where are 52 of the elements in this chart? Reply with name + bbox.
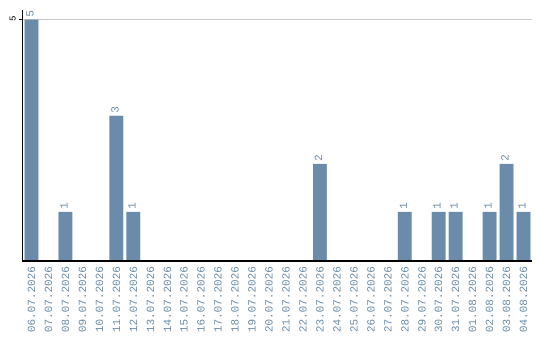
x-tick-label: 01.08.2026 — [468, 266, 480, 332]
x-tick-label: 30.07.2026 — [434, 266, 446, 332]
x-tick-label: 15.07.2026 — [180, 266, 192, 332]
x-tick-label: 02.08.2026 — [485, 266, 498, 332]
x-tick-label: 19.07.2026 — [248, 266, 260, 332]
data-label: 2 — [500, 154, 513, 161]
x-tick-label: 13.07.2026 — [146, 266, 158, 332]
x-tick-label: 26.07.2026 — [366, 266, 378, 332]
data-label: 2 — [314, 154, 326, 161]
data-label: 1 — [59, 202, 72, 209]
x-tick-label: 14.07.2026 — [162, 266, 175, 332]
x-tick-label: 03.08.2026 — [502, 266, 514, 332]
x-tick-label: 18.07.2026 — [230, 266, 243, 332]
data-label: 1 — [450, 202, 462, 209]
data-label: 1 — [398, 202, 411, 209]
bar — [482, 212, 497, 260]
x-tick-label: 07.07.2026 — [44, 266, 56, 332]
data-label: 1 — [518, 202, 530, 209]
x-tick-label: 25.07.2026 — [349, 266, 362, 332]
x-tick-label: 10.07.2026 — [94, 266, 107, 332]
data-label: 1 — [432, 202, 445, 209]
data-label: 1 — [127, 202, 140, 209]
x-tick-label: 27.07.2026 — [383, 266, 396, 332]
bar — [516, 212, 530, 260]
bar — [312, 164, 327, 260]
x-tick-label: 12.07.2026 — [128, 266, 141, 332]
x-tick-label: 22.07.2026 — [298, 266, 311, 332]
x-tick-label: 21.07.2026 — [282, 266, 294, 332]
bar — [58, 212, 72, 260]
x-tick-label: 28.07.2026 — [400, 266, 412, 332]
bar — [24, 20, 38, 260]
x-tick-label: 16.07.2026 — [196, 266, 209, 332]
x-tick-label: 17.07.2026 — [214, 266, 226, 332]
bar — [448, 212, 463, 260]
x-tick-label: 04.08.2026 — [519, 266, 532, 332]
bar — [126, 212, 140, 260]
x-tick-label: 08.07.2026 — [60, 266, 73, 332]
data-label: 1 — [484, 202, 496, 209]
bar — [500, 164, 514, 260]
data-label: 3 — [110, 106, 122, 113]
bar — [432, 212, 446, 260]
x-tick-label: 20.07.2026 — [264, 266, 277, 332]
x-tick-label: 24.07.2026 — [332, 266, 344, 332]
data-label: 5 — [25, 10, 38, 17]
bar — [109, 116, 124, 260]
bar — [398, 212, 412, 260]
x-tick-label: 09.07.2026 — [78, 266, 90, 332]
x-tick-label: 11.07.2026 — [112, 266, 124, 332]
x-tick-label: 31.07.2026 — [451, 266, 464, 332]
x-tick-label: 23.07.2026 — [315, 266, 328, 332]
x-tick-label: 29.07.2026 — [417, 266, 430, 332]
x-tick-label: 06.07.2026 — [27, 266, 40, 332]
